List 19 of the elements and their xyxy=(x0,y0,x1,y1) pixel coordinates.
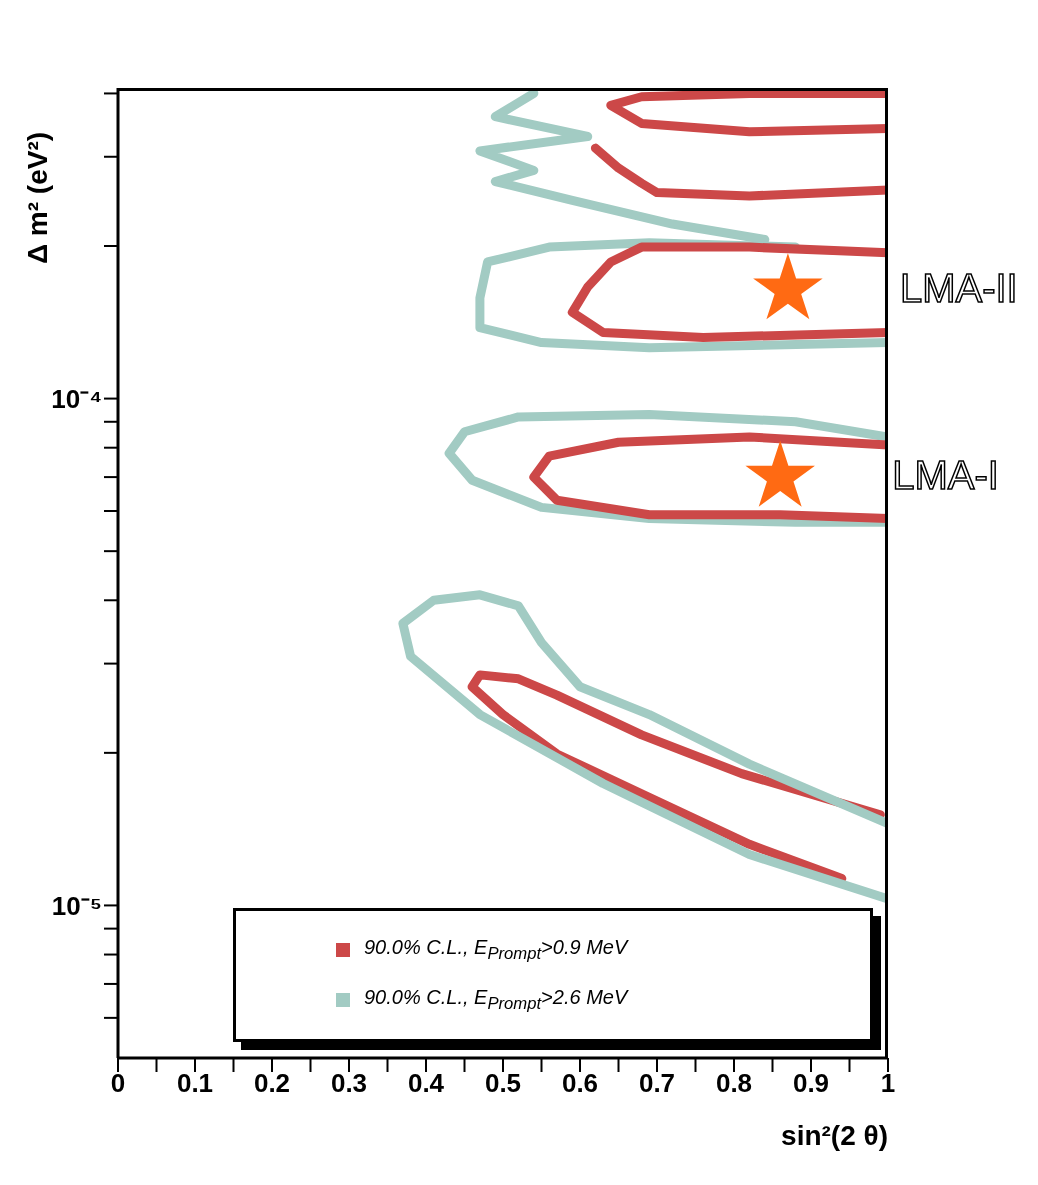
x-tick-label: 1 xyxy=(880,1068,896,1099)
y-tick-label: 10⁻⁵ xyxy=(51,890,102,921)
y-axis-title: Δ m² (eV²) xyxy=(22,131,54,265)
x-tick-label: 0.6 xyxy=(561,1068,599,1099)
annotation: LMA-II xyxy=(899,265,1018,311)
legend-label: 90.0% C.L., E$_{Prompt}$>0.9 MeV xyxy=(364,936,628,964)
x-tick-label: 0.7 xyxy=(638,1068,676,1099)
x-tick-label: 0.3 xyxy=(330,1068,368,1099)
x-tick-label: 0.9 xyxy=(792,1068,830,1099)
x-tick-label: 0.5 xyxy=(484,1068,522,1099)
x-tick-label: 0.8 xyxy=(715,1068,753,1099)
x-axis-title: sin²(2 θ) xyxy=(781,1120,888,1152)
annotation: LMA-I xyxy=(892,453,999,499)
x-tick-label: 0.4 xyxy=(407,1068,445,1099)
x-tick-label: 0.1 xyxy=(176,1068,214,1099)
y-tick-label: 10⁻⁴ xyxy=(51,383,102,414)
legend-label: 90.0% C.L., E$_{Prompt}$>2.6 MeV xyxy=(364,986,628,1014)
x-tick-label: 0 xyxy=(110,1068,126,1099)
x-tick-label: 0.2 xyxy=(253,1068,291,1099)
